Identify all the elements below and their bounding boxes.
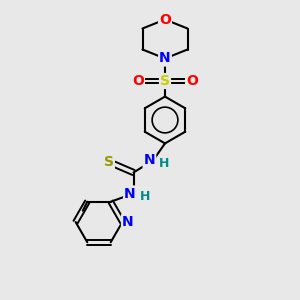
Text: N: N bbox=[159, 52, 171, 65]
Text: N: N bbox=[144, 154, 155, 167]
Text: O: O bbox=[159, 13, 171, 26]
Text: H: H bbox=[159, 157, 170, 170]
Text: O: O bbox=[186, 74, 198, 88]
Text: S: S bbox=[104, 155, 114, 169]
Text: O: O bbox=[132, 74, 144, 88]
Text: S: S bbox=[160, 74, 170, 88]
Text: N: N bbox=[124, 187, 136, 200]
Text: N: N bbox=[122, 215, 134, 229]
Text: H: H bbox=[140, 190, 150, 203]
